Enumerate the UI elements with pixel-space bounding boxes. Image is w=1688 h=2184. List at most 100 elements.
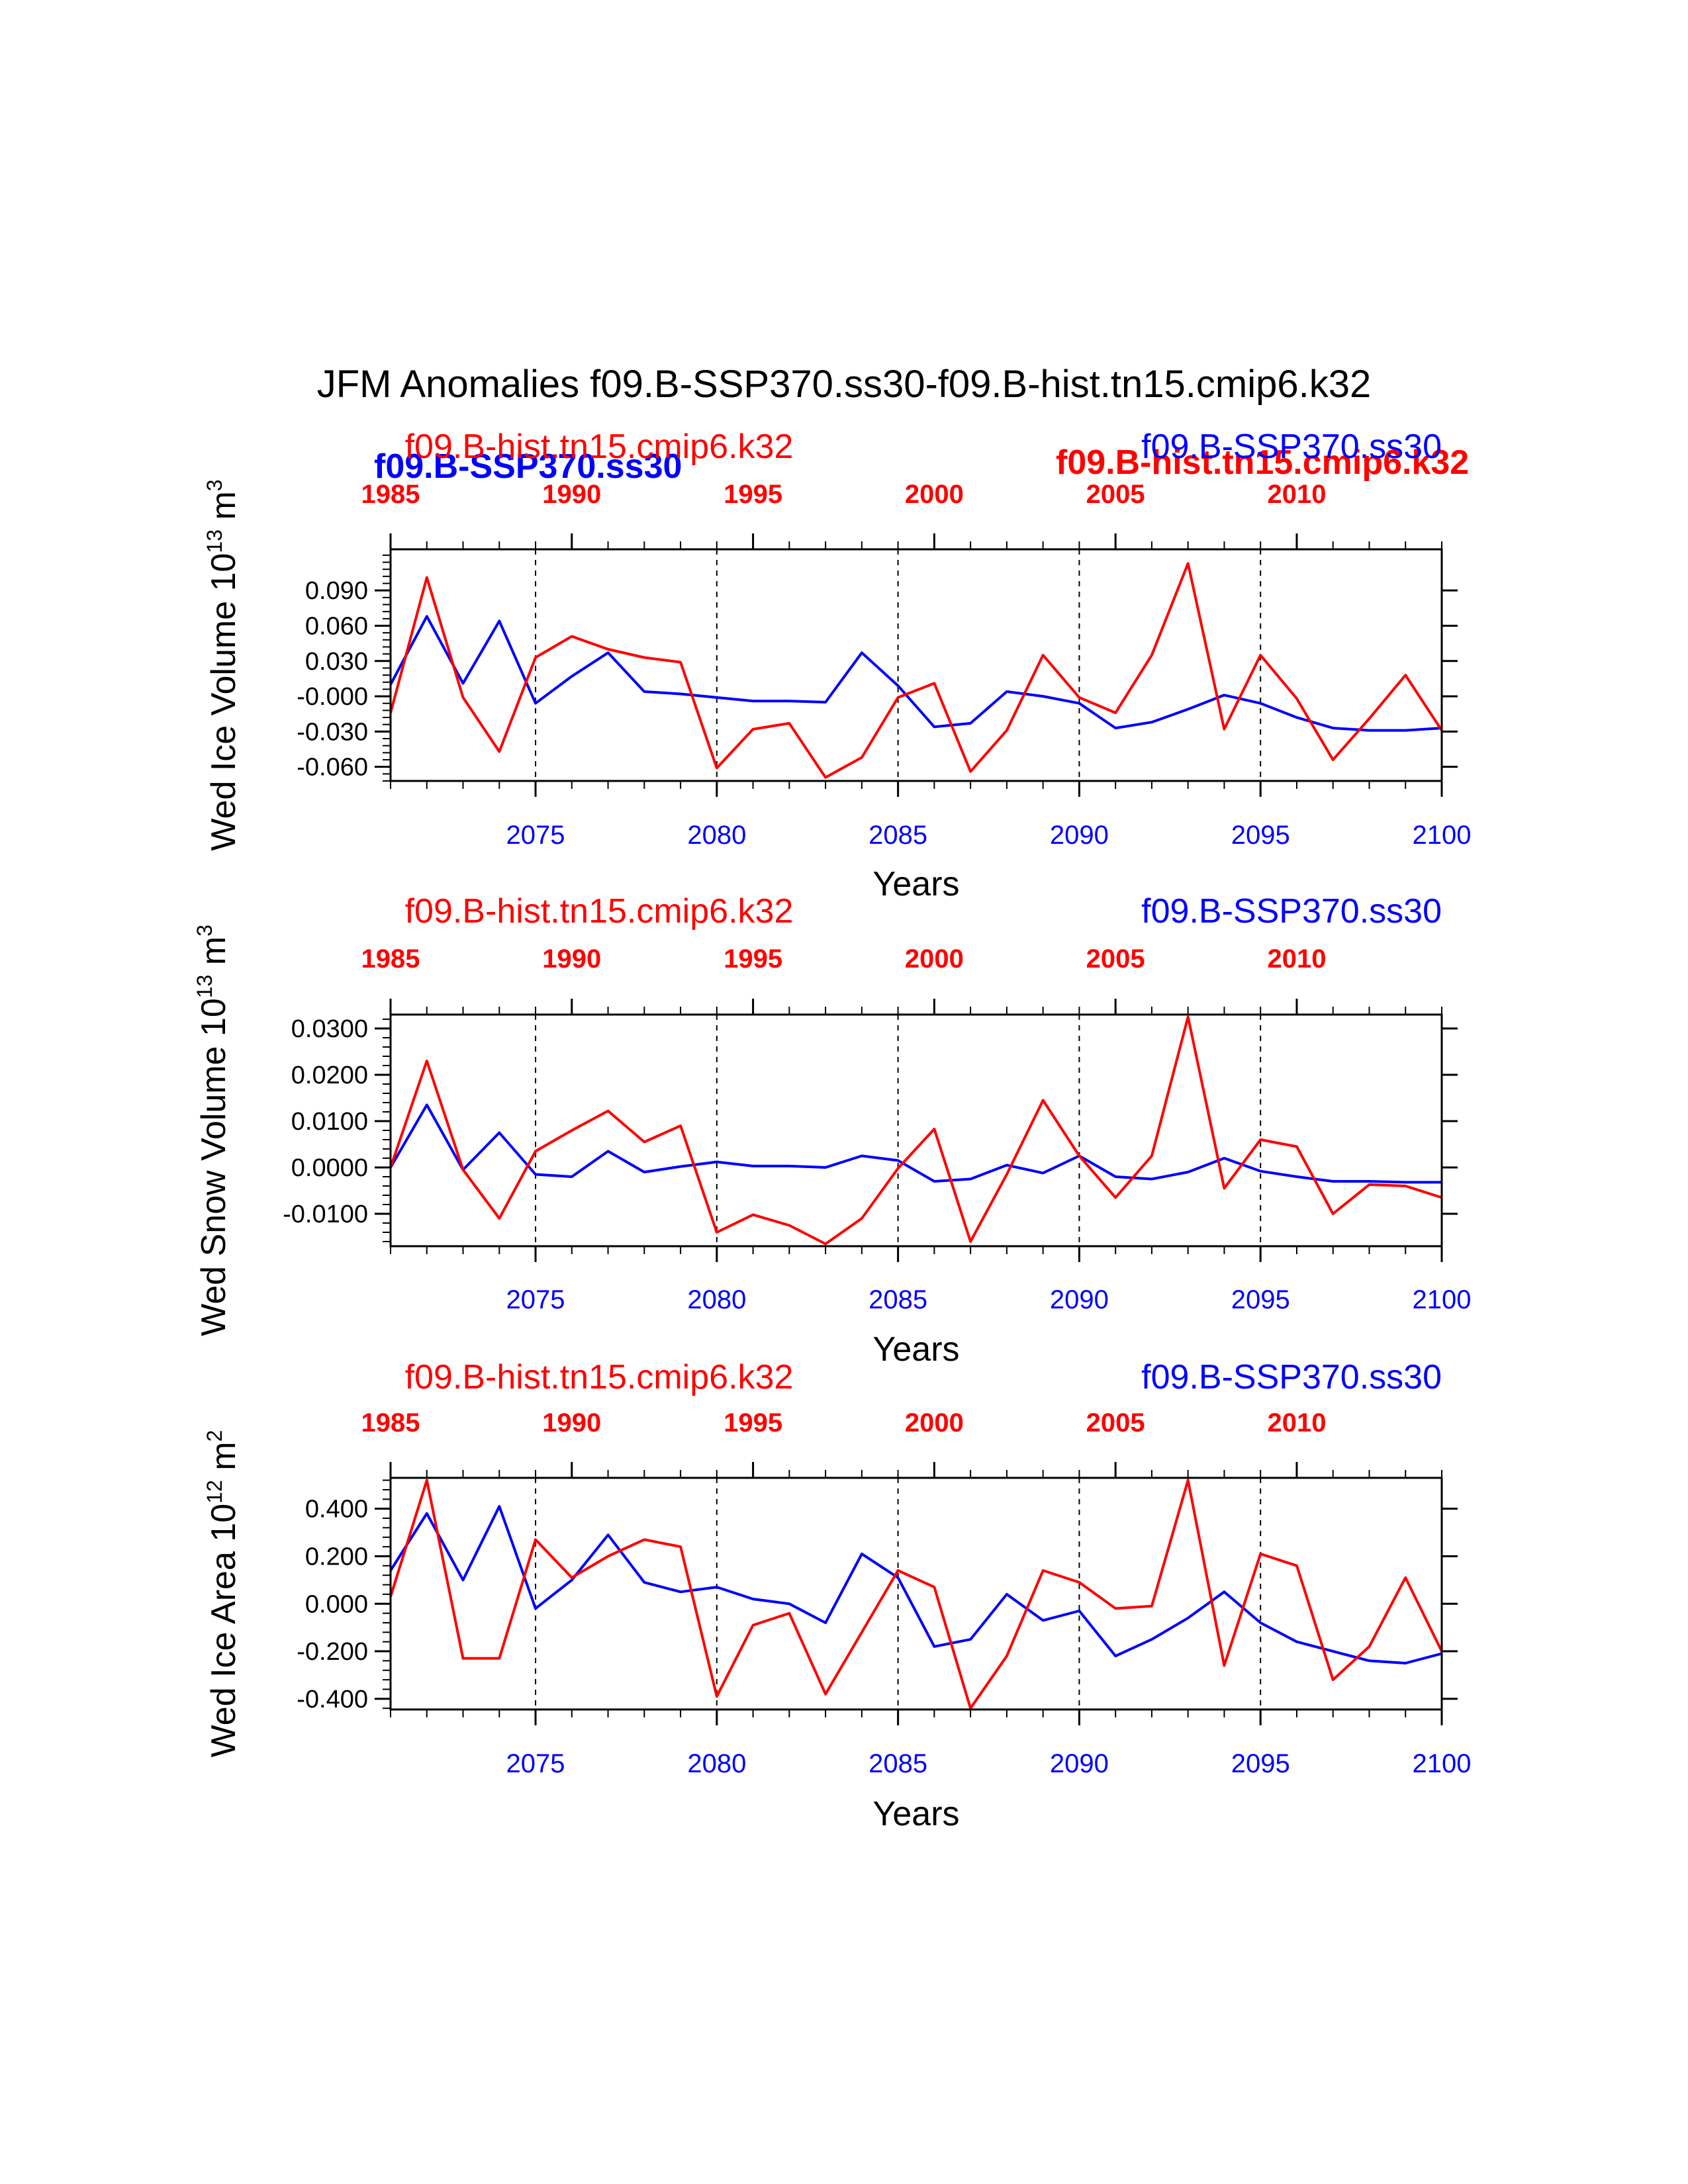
legend-model: f09.B-SSP370.ss30 [1141, 428, 1442, 466]
data-point [571, 1175, 573, 1178]
data-point [861, 1631, 863, 1633]
data-point [607, 1110, 610, 1113]
data-point [607, 1533, 610, 1536]
top-tick-label: 2010 [1267, 1408, 1326, 1437]
data-point [1114, 727, 1117, 729]
data-point [643, 1538, 645, 1541]
data-point [1042, 695, 1045, 698]
data-point [643, 657, 645, 659]
data-point [679, 1545, 682, 1548]
data-point [1042, 1619, 1045, 1621]
data-point [824, 1166, 827, 1169]
data-point [788, 700, 790, 702]
x-tick-label: 2090 [1050, 821, 1109, 850]
data-point [571, 1578, 573, 1581]
data-point [1259, 654, 1262, 657]
data-point [1223, 1664, 1225, 1667]
data-point [1332, 1212, 1335, 1215]
data-point [824, 1693, 827, 1696]
data-point [1404, 729, 1407, 732]
y-tick-label: 0.000 [305, 1590, 368, 1618]
data-point [897, 1569, 900, 1572]
data-point [534, 1607, 537, 1610]
data-point [534, 1173, 537, 1176]
x-tick-label: 2085 [868, 1749, 927, 1778]
data-point [1042, 654, 1045, 657]
data-point [1332, 758, 1335, 761]
data-point [1295, 1175, 1298, 1178]
data-point [824, 701, 827, 704]
data-point [897, 696, 900, 699]
data-point [679, 1165, 682, 1168]
data-point [426, 1512, 428, 1515]
data-point [788, 1612, 790, 1615]
chart-title: JFM Anomalies f09.B-SSP370.ss30-f09.B-hi… [317, 363, 1372, 406]
data-point [933, 1128, 935, 1130]
data-point [498, 1132, 500, 1134]
data-point [716, 1161, 718, 1163]
data-point [861, 756, 863, 759]
data-point [752, 1165, 755, 1167]
data-point [1295, 1146, 1298, 1148]
data-point [1187, 1171, 1190, 1173]
data-point [1404, 1576, 1407, 1579]
top-tick-label: 2000 [905, 1408, 964, 1437]
panel-ice-volume: -0.060 -0.030 -0.000 0.030 0.060 0.090 2075 208… [203, 428, 1471, 903]
data-point [1150, 721, 1153, 723]
top-tick-label: 1985 [361, 1408, 420, 1437]
y-tick-label: 0.0200 [291, 1062, 368, 1089]
data-point [426, 576, 428, 579]
data-point [1114, 1197, 1117, 1199]
legend-reference: f09.B-hist.tn15.cmip6.k32 [405, 1358, 794, 1396]
overlay-model-label: f09.B-SSP370.ss30 [374, 447, 682, 486]
data-point [752, 1213, 755, 1216]
y-tick-label: 0.060 [305, 612, 368, 640]
data-point [534, 702, 537, 705]
data-point [1368, 729, 1371, 732]
data-point [752, 728, 755, 731]
y-tick-label: 0.030 [305, 648, 368, 676]
data-point [897, 1160, 900, 1162]
data-point [1404, 674, 1407, 676]
data-point [1006, 1655, 1008, 1657]
data-point [1368, 1183, 1371, 1186]
top-tick-label: 2005 [1086, 480, 1145, 509]
series-line-model [389, 1103, 1442, 1184]
data-point [1259, 702, 1262, 705]
data-point [571, 1129, 573, 1132]
data-point [897, 1576, 900, 1579]
data-point [571, 635, 573, 638]
data-point [1150, 1155, 1153, 1158]
top-tick-label: 1985 [361, 480, 420, 509]
y-tick-label: 0.400 [305, 1496, 368, 1524]
data-point [426, 615, 428, 617]
y-tick-label: -0.0100 [283, 1201, 368, 1228]
data-point [1187, 562, 1190, 565]
data-point [1332, 727, 1335, 729]
data-point [1223, 1157, 1225, 1160]
y-tick-label: -0.000 [297, 683, 368, 711]
data-point [534, 1538, 537, 1541]
legend-model: f09.B-SSP370.ss30 [1141, 1358, 1442, 1396]
data-point [1295, 1641, 1298, 1643]
data-point [897, 684, 900, 687]
data-point [1006, 1164, 1008, 1167]
data-point [534, 657, 537, 659]
data-point [752, 1598, 755, 1600]
top-tick-label: 1995 [724, 480, 782, 509]
top-tick-label: 1985 [361, 944, 420, 974]
top-tick-label: 2005 [1086, 1408, 1145, 1437]
x-tick-label: 2090 [1050, 1749, 1109, 1778]
data-point [1150, 1638, 1153, 1641]
plot-frame [389, 1477, 1443, 1711]
data-point [679, 693, 682, 696]
x-axis-label: Years [872, 865, 959, 903]
data-point [1114, 711, 1117, 714]
series-line-reference [389, 1479, 1443, 1710]
data-point [607, 1555, 610, 1558]
data-point [752, 1624, 755, 1627]
data-point [607, 651, 610, 654]
y-axis-label: Wed Snow Volume 1013 m3 [193, 925, 233, 1336]
data-point [1006, 690, 1008, 693]
top-tick-label: 1995 [724, 944, 782, 974]
